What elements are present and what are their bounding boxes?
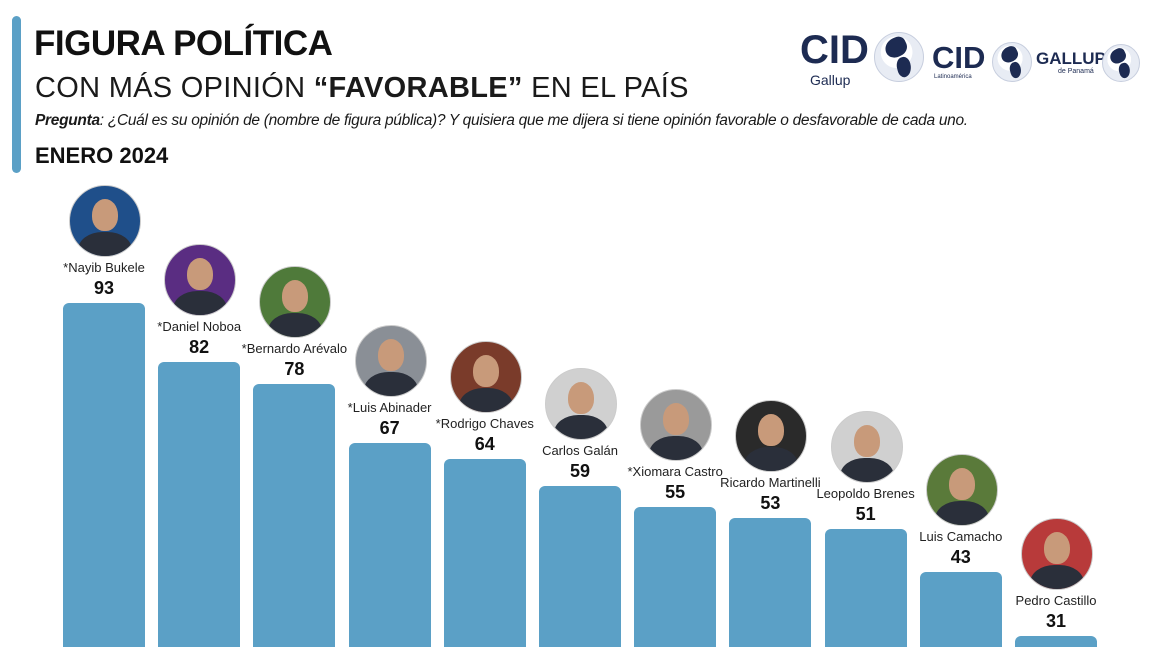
logo-sub: de Panamá	[1058, 68, 1094, 75]
person-head-icon	[948, 467, 975, 500]
category-label: Luis Camacho	[919, 528, 1003, 544]
bar	[63, 303, 145, 647]
portrait-avatar	[449, 340, 522, 413]
question-label: Pregunta	[35, 112, 100, 129]
portrait-avatar	[640, 389, 713, 462]
value-label: 55	[665, 482, 686, 503]
person-body-icon	[744, 446, 799, 471]
chart-subtitle: CON MÁS OPINIÓN “FAVORABLE” EN EL PAÍS	[35, 72, 689, 105]
logo-cid-latinoamerica: CID Latinoamérica	[932, 40, 1032, 82]
bar	[634, 507, 717, 647]
category-label: Carlos Galán	[542, 442, 618, 458]
subtitle-prefix: CON MÁS OPINIÓN	[35, 72, 314, 104]
person-head-icon	[663, 403, 690, 436]
person-head-icon	[1044, 531, 1070, 564]
person-body-icon	[934, 500, 989, 525]
bar	[158, 362, 241, 647]
person-body-icon	[78, 232, 132, 256]
category-label: *Daniel Noboa	[157, 319, 242, 335]
accent-bar	[12, 16, 21, 173]
logo-cid-gallup: CID Gallup	[800, 28, 924, 88]
person-head-icon	[377, 338, 404, 371]
portrait-avatar	[69, 185, 141, 257]
logo-gallup-panama: GALLUP de Panamá	[1036, 44, 1140, 82]
person-body-icon	[554, 414, 608, 439]
value-label: 64	[474, 433, 495, 454]
survey-date: ENERO 2024	[35, 143, 169, 168]
portrait-avatar	[830, 410, 903, 483]
question-text: : ¿Cuál es su opinión de (nombre de figu…	[99, 112, 968, 129]
portrait-avatar	[735, 399, 808, 472]
person-head-icon	[758, 413, 785, 446]
portrait-avatar	[1021, 517, 1093, 590]
bar	[443, 458, 526, 647]
bar	[919, 571, 1002, 647]
category-label: Ricardo Martinelli	[720, 474, 821, 490]
value-label: 93	[93, 278, 115, 298]
bar	[253, 383, 336, 647]
value-label: 51	[855, 503, 876, 524]
portrait-avatar	[259, 265, 332, 338]
portrait-avatar	[354, 324, 427, 397]
category-label: Pedro Castillo	[1015, 592, 1097, 608]
portrait-avatar	[925, 453, 998, 526]
subtitle-bold: “FAVORABLE”	[313, 72, 523, 104]
person-head-icon	[187, 258, 214, 291]
category-label: *Xiomara Castro	[627, 464, 723, 480]
bar	[539, 485, 621, 647]
globe-icon	[1102, 44, 1140, 82]
survey-question: Pregunta: ¿Cuál es su opinión de (nombre…	[35, 112, 968, 130]
logo-sub: Gallup	[810, 72, 851, 88]
value-label: 43	[950, 546, 971, 567]
value-label: 82	[189, 337, 210, 358]
person-body-icon	[268, 312, 323, 337]
globe-icon	[992, 42, 1032, 82]
person-body-icon	[839, 457, 894, 482]
person-body-icon	[363, 371, 418, 396]
value-label: 31	[1045, 610, 1067, 631]
person-head-icon	[568, 381, 594, 414]
subtitle-suffix: EN EL PAÍS	[522, 72, 689, 104]
logo-sub: Latinoamérica	[934, 74, 972, 80]
value-label: 53	[760, 492, 781, 513]
category-label: Leopoldo Brenes	[816, 485, 915, 501]
person-head-icon	[472, 354, 499, 387]
person-head-icon	[92, 199, 118, 231]
person-body-icon	[458, 387, 513, 412]
person-body-icon	[649, 436, 704, 461]
person-head-icon	[853, 424, 880, 457]
logo-word: CID	[932, 40, 986, 75]
logo-word: CID	[800, 28, 869, 72]
value-label: 78	[284, 358, 305, 379]
person-head-icon	[282, 279, 309, 312]
value-label: 67	[379, 417, 400, 438]
globe-icon	[874, 32, 924, 82]
category-label: *Rodrigo Chaves	[435, 415, 534, 431]
bar	[729, 517, 812, 647]
value-label: 59	[569, 460, 591, 481]
category-label: *Nayib Bukele	[63, 260, 145, 275]
category-label: *Bernardo Arévalo	[241, 340, 348, 356]
bar	[1015, 635, 1097, 647]
bar	[348, 442, 431, 647]
portrait-avatar	[545, 367, 617, 440]
chart-title: FIGURA POLÍTICA	[34, 24, 333, 63]
person-body-icon	[173, 291, 228, 316]
portrait-avatar	[164, 244, 237, 317]
person-body-icon	[1030, 564, 1084, 589]
bar	[824, 528, 907, 647]
category-label: *Luis Abinader	[347, 399, 432, 415]
logo-word: GALLUP	[1036, 49, 1106, 68]
